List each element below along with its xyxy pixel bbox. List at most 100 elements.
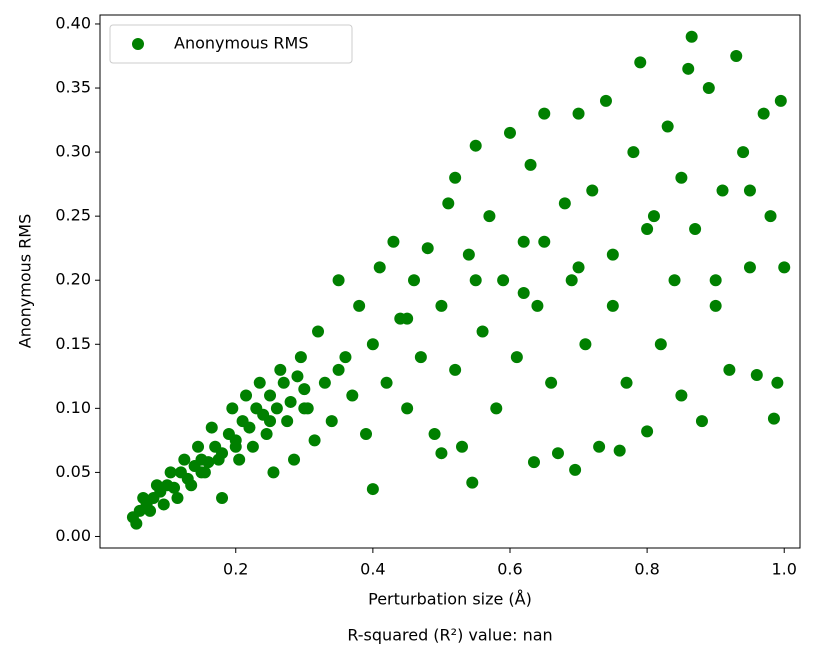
- point: [308, 434, 321, 447]
- legend-label: Anonymous RMS: [174, 34, 309, 53]
- point: [267, 466, 280, 479]
- point: [366, 483, 379, 496]
- x-tick-label: 0.8: [634, 560, 659, 579]
- y-axis-label: Anonymous RMS: [16, 214, 35, 349]
- point: [675, 171, 688, 184]
- point: [757, 107, 770, 120]
- point: [277, 376, 290, 389]
- point: [551, 447, 564, 460]
- point: [205, 421, 218, 434]
- y-tick-label: 0.10: [55, 398, 91, 417]
- point: [469, 274, 482, 287]
- point: [216, 492, 229, 505]
- point: [685, 30, 698, 43]
- point: [171, 492, 184, 505]
- point: [240, 389, 253, 402]
- point: [373, 261, 386, 274]
- point: [620, 376, 633, 389]
- point: [401, 312, 414, 325]
- point: [192, 440, 205, 453]
- point: [401, 402, 414, 415]
- point: [572, 261, 585, 274]
- point: [137, 492, 150, 505]
- point: [586, 184, 599, 197]
- point: [579, 338, 592, 351]
- point: [449, 171, 462, 184]
- point: [294, 351, 307, 364]
- point: [325, 415, 338, 428]
- point: [178, 453, 191, 466]
- point: [497, 274, 510, 287]
- point: [654, 338, 667, 351]
- x-tick-label: 1.0: [772, 560, 797, 579]
- point: [730, 50, 743, 62]
- point: [414, 351, 427, 364]
- point: [641, 222, 654, 235]
- point: [737, 146, 750, 159]
- point: [606, 248, 619, 261]
- point: [164, 466, 177, 479]
- point: [531, 299, 544, 312]
- point: [449, 363, 462, 376]
- point: [627, 146, 640, 159]
- point: [593, 440, 606, 453]
- point: [421, 242, 434, 255]
- point: [312, 325, 325, 338]
- point: [675, 389, 688, 402]
- point: [380, 376, 393, 389]
- y-tick-label: 0.05: [55, 462, 91, 481]
- point: [366, 338, 379, 351]
- point: [246, 440, 259, 453]
- x-tick-label: 0.2: [223, 560, 248, 579]
- point: [435, 299, 448, 312]
- point: [428, 427, 441, 440]
- point: [682, 62, 695, 75]
- point: [558, 197, 571, 210]
- point: [613, 444, 626, 457]
- point: [527, 456, 540, 469]
- point: [264, 389, 277, 402]
- point: [545, 376, 558, 389]
- legend-box: [109, 24, 353, 64]
- point: [774, 94, 787, 107]
- legend-marker: [132, 38, 144, 50]
- point: [572, 107, 585, 120]
- point: [466, 476, 479, 489]
- y-tick-label: 0.35: [55, 78, 91, 97]
- point: [298, 402, 311, 415]
- point: [469, 139, 482, 152]
- point: [298, 383, 311, 396]
- plot-frame: [99, 14, 801, 549]
- point: [565, 274, 578, 287]
- point: [281, 415, 294, 428]
- point: [709, 299, 722, 312]
- point: [750, 369, 763, 382]
- point: [274, 363, 287, 376]
- point: [212, 453, 225, 466]
- point: [716, 184, 729, 197]
- point: [168, 481, 181, 494]
- point: [743, 184, 756, 197]
- point: [490, 402, 503, 415]
- point: [455, 440, 468, 453]
- point: [195, 466, 208, 479]
- point: [243, 421, 256, 434]
- point: [462, 248, 475, 261]
- point: [408, 274, 421, 287]
- x-tick-label: 0.6: [497, 560, 522, 579]
- point: [647, 210, 660, 223]
- point: [332, 363, 345, 376]
- y-tick-label: 0.30: [55, 142, 91, 161]
- point: [150, 479, 163, 492]
- point: [569, 463, 582, 476]
- point: [524, 158, 537, 171]
- point: [253, 376, 266, 389]
- y-tick-label: 0.20: [55, 270, 91, 289]
- point: [599, 94, 612, 107]
- point: [288, 453, 301, 466]
- point: [695, 415, 708, 428]
- point: [510, 351, 523, 364]
- point: [202, 456, 215, 469]
- point: [130, 517, 143, 530]
